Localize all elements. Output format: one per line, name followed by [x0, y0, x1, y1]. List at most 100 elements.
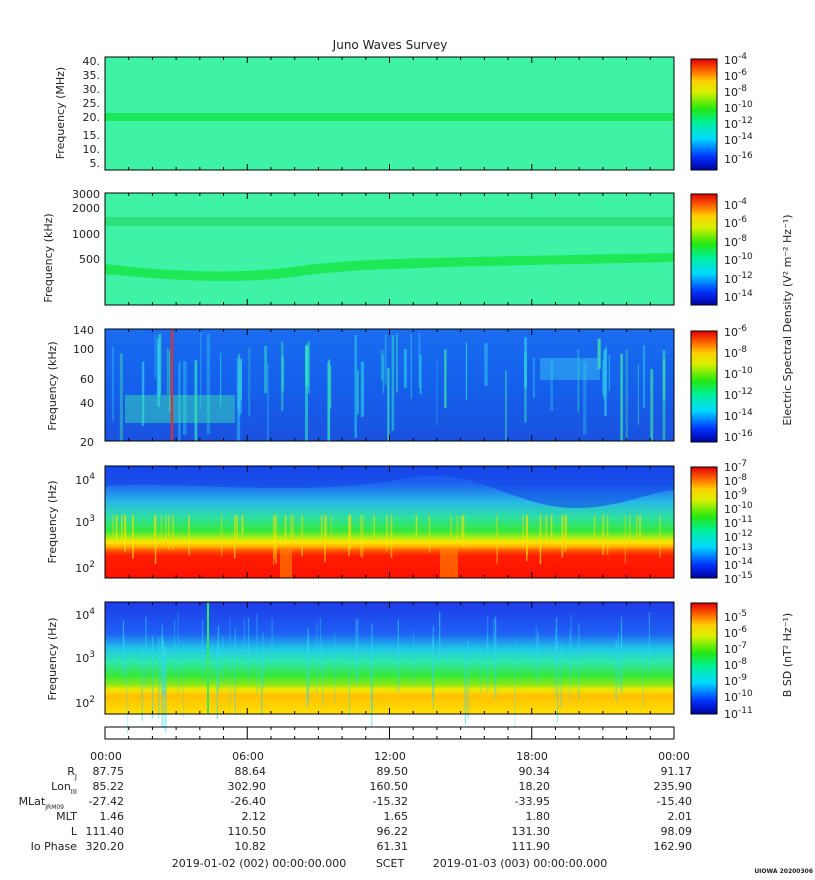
emission-streak: [526, 515, 528, 556]
emission-streak: [432, 637, 434, 700]
emission-streak: [570, 614, 572, 676]
emission-streak: [439, 612, 441, 664]
time-tick-label: 00:00: [658, 750, 690, 763]
emission-streak: [220, 353, 222, 407]
emission-streak: [662, 358, 666, 400]
emission-streak: [241, 515, 244, 536]
colorbar-label: 10-13: [724, 543, 753, 558]
row-value: 91.17: [661, 765, 693, 778]
time-axis: 00:00 06:00 12:00 18:00 00:00 RJ 87.75 8…: [19, 57, 692, 870]
emission-streak: [629, 515, 631, 542]
colorbar-label: 10-16: [724, 429, 753, 444]
colorbar-label: 10-16: [724, 151, 753, 166]
emission-streak: [397, 619, 399, 692]
emission-streak: [415, 515, 418, 536]
row-value: 235.90: [654, 780, 693, 793]
panel-4: Frequency (Hz) 104 103 102 10-7 10-8 10-…: [46, 459, 753, 586]
ytick-label: 30.: [83, 83, 101, 96]
ytick-label: 140: [73, 324, 94, 337]
row-value: 111.40: [86, 825, 125, 838]
emission-streak: [161, 637, 163, 727]
streaks-3: [111, 332, 666, 441]
emission-streak: [236, 357, 241, 441]
emission-streak: [319, 617, 322, 676]
emission-streak: [172, 515, 174, 550]
row-value: 61.31: [377, 840, 409, 853]
emission-streak: [569, 628, 571, 700]
row-value: 90.34: [519, 765, 551, 778]
ytick-label: 102: [75, 695, 95, 710]
emission-streak: [492, 619, 495, 663]
emission-streak: [290, 515, 292, 537]
row-value: 85.22: [93, 780, 125, 793]
emission-streak: [450, 515, 452, 539]
emission-streak: [162, 641, 165, 696]
emission-streak: [462, 515, 465, 547]
emission-streak: [111, 346, 114, 421]
emission-streak: [334, 632, 336, 704]
yticks-4: 104 103 102: [75, 472, 95, 575]
emission-streak: [267, 363, 269, 441]
emission-streak: [360, 361, 365, 417]
emission-streak: [577, 350, 580, 413]
emission-streak: [617, 633, 619, 686]
emission-streak: [151, 636, 154, 719]
colorbar-label: 10-14: [724, 289, 753, 304]
colorbar-label: 10-8: [724, 473, 747, 488]
time-tick-label: 12:00: [374, 750, 406, 763]
emission-streak: [301, 515, 303, 557]
emission-streak: [271, 618, 273, 666]
streaks-4: [112, 515, 661, 578]
emission-streak: [275, 515, 277, 564]
emission-streak: [116, 515, 118, 539]
emission-streak: [560, 644, 562, 708]
ephemeris-row-rj: RJ 87.75 88.64 89.50 90.34 91.17: [67, 765, 692, 781]
emission-streak: [606, 515, 609, 556]
emission-streak: [316, 622, 318, 694]
colorbar-label: 10-15: [724, 571, 753, 586]
colorbar-label: 10-9: [724, 673, 747, 688]
emission-streak: [330, 515, 333, 544]
emission-streak: [356, 370, 359, 415]
colorbar-label: 10-6: [724, 68, 747, 83]
colorbar-label: 10-10: [724, 689, 753, 704]
emission-streak: [121, 515, 123, 542]
spectrogram-3: [105, 329, 674, 441]
emission-streak: [625, 350, 628, 441]
row-value: -26.40: [231, 795, 266, 808]
colorbar-5: [690, 602, 718, 715]
emission-streak: [486, 633, 489, 686]
scet-end: 2019-01-03 (003) 00:00:00.000: [433, 857, 607, 870]
ytick-label: 20.: [83, 111, 101, 124]
emission-streak: [384, 334, 387, 386]
emission-streak: [112, 515, 114, 536]
ytick-label: 103: [75, 650, 95, 665]
panel-3: Frequency (kHz) 140 100 60 40 20 10-6 10…: [46, 324, 753, 449]
emission-streak: [432, 625, 434, 709]
ylabel-5: Frequency (Hz): [46, 618, 59, 701]
emission-streak: [620, 353, 623, 441]
emission-streak: [173, 619, 176, 680]
row-label: L: [71, 825, 78, 838]
colorbar-label: 10-6: [724, 215, 747, 230]
emission-streak: [141, 361, 145, 426]
emission-streak: [593, 515, 596, 548]
emission-streak: [183, 361, 187, 436]
emission-streak: [132, 515, 134, 559]
emission-streak: [305, 345, 308, 441]
panel-2: Frequency (kHz) 3000 2000 1000 500 10-4 …: [42, 188, 753, 306]
emission-streak: [324, 515, 326, 563]
emission-streak: [182, 644, 185, 719]
ytick-label: 103: [75, 514, 95, 529]
emission-streak: [165, 648, 167, 733]
colorbar-label: 10-12: [724, 387, 753, 402]
emission-streak: [292, 515, 294, 539]
emission-streak: [565, 515, 567, 549]
credit-stamp: UIOWA 20200306: [754, 868, 813, 875]
emission-streak: [201, 619, 204, 685]
emission-streak: [154, 515, 157, 564]
emission-streak: [648, 612, 651, 674]
emission-streak: [166, 348, 169, 395]
emission-streak: [194, 360, 198, 441]
colorbar-label: 10-12: [724, 116, 753, 131]
